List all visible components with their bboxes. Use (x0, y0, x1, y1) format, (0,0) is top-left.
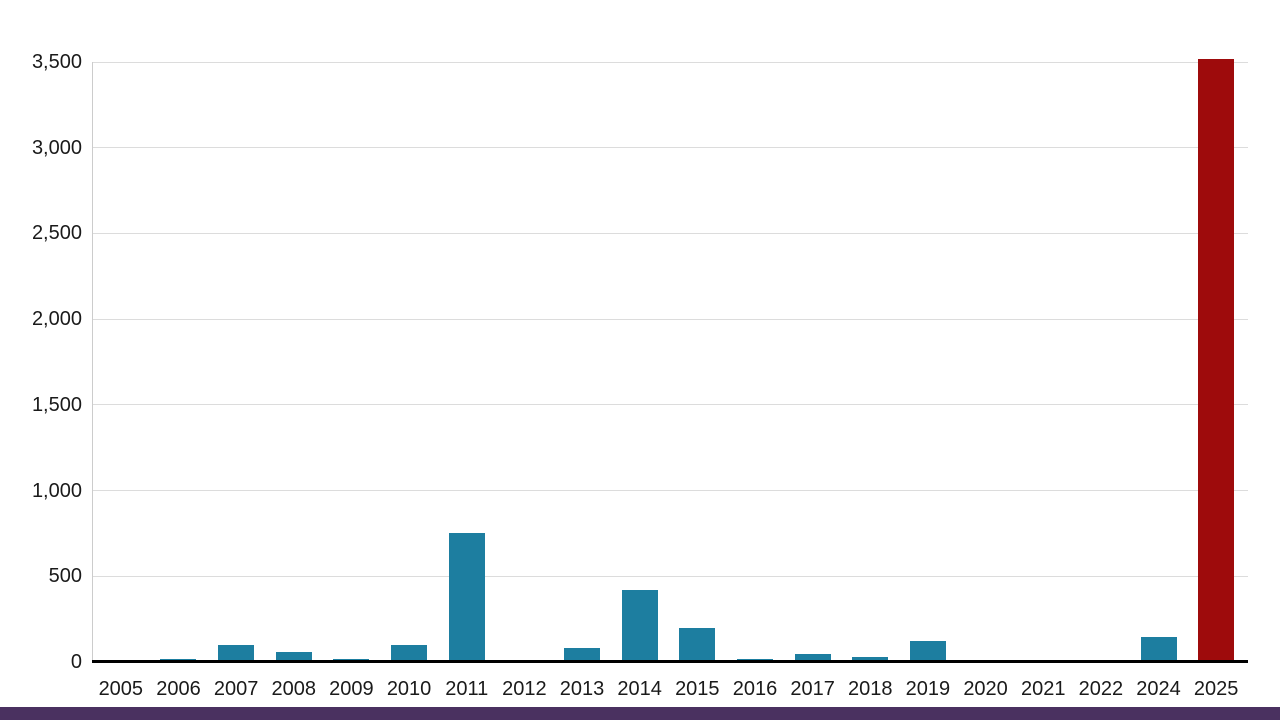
y-tick-label-2500: 2,500 (31, 222, 82, 245)
y-tick-label-3000: 3,000 (31, 136, 82, 159)
bar-2018 (852, 656, 889, 662)
bar-2008 (275, 651, 312, 662)
y-tick-label-3500: 3,500 (31, 51, 82, 73)
x-tick-label-2008: 2008 (271, 678, 317, 700)
x-tick-label-2016: 2016 (732, 678, 778, 700)
x-tick-label-2024: 2024 (1136, 678, 1181, 700)
footer-accent-bar (0, 707, 1280, 720)
gridline-3000 (92, 147, 1248, 149)
bar-2007 (218, 644, 255, 662)
x-tick-label-2017: 2017 (790, 678, 835, 700)
x-tick-label-2006: 2006 (156, 678, 201, 700)
x-tick-label-2012: 2012 (502, 678, 547, 700)
y-tick-label-1500: 1,500 (31, 393, 82, 416)
gridline-2000 (92, 318, 1248, 320)
x-tick-label-2022: 2022 (1078, 678, 1124, 700)
bar-2019 (909, 641, 946, 662)
x-tick-label-2015: 2015 (675, 678, 720, 700)
x-tick-label-2013: 2013 (559, 678, 605, 700)
x-tick-label-2007: 2007 (213, 678, 259, 700)
bar-2024 (1140, 637, 1177, 662)
gridline-2500 (92, 232, 1248, 234)
bar-2017 (794, 654, 831, 662)
x-tick-label-2010: 2010 (386, 678, 432, 700)
x-tick-label-2009: 2009 (329, 678, 374, 700)
x-tick-label-2021: 2021 (1020, 678, 1066, 700)
bar-2014 (621, 590, 658, 662)
x-tick-label-2020: 2020 (963, 678, 1008, 700)
bar-2010 (391, 644, 428, 662)
gridline-3500 (92, 61, 1248, 63)
x-tick-label-2005: 2005 (98, 678, 144, 700)
y-tick-label-500: 500 (48, 565, 82, 588)
x-tick-label-2019: 2019 (905, 678, 951, 700)
x-tick-label-2025: 2025 (1193, 678, 1239, 700)
bar-2025 (1198, 58, 1235, 662)
x-tick-label-2018: 2018 (848, 678, 893, 700)
y-tick-label-0: 0 (70, 651, 82, 673)
gridline-1500 (92, 404, 1248, 406)
y-tick-label-2000: 2,000 (31, 308, 82, 331)
x-tick-label-2011: 2011 (445, 678, 489, 700)
x-tick-label-2014: 2014 (617, 678, 662, 700)
bar-2015 (679, 627, 716, 662)
x-axis-baseline (92, 660, 1248, 663)
bar-2011 (448, 533, 485, 662)
gridline-500 (92, 575, 1248, 577)
y-tick-label-1000: 1,000 (31, 479, 82, 502)
y-axis-spine (92, 62, 93, 663)
gridline-1000 (92, 490, 1248, 492)
bar-2013 (564, 648, 601, 662)
